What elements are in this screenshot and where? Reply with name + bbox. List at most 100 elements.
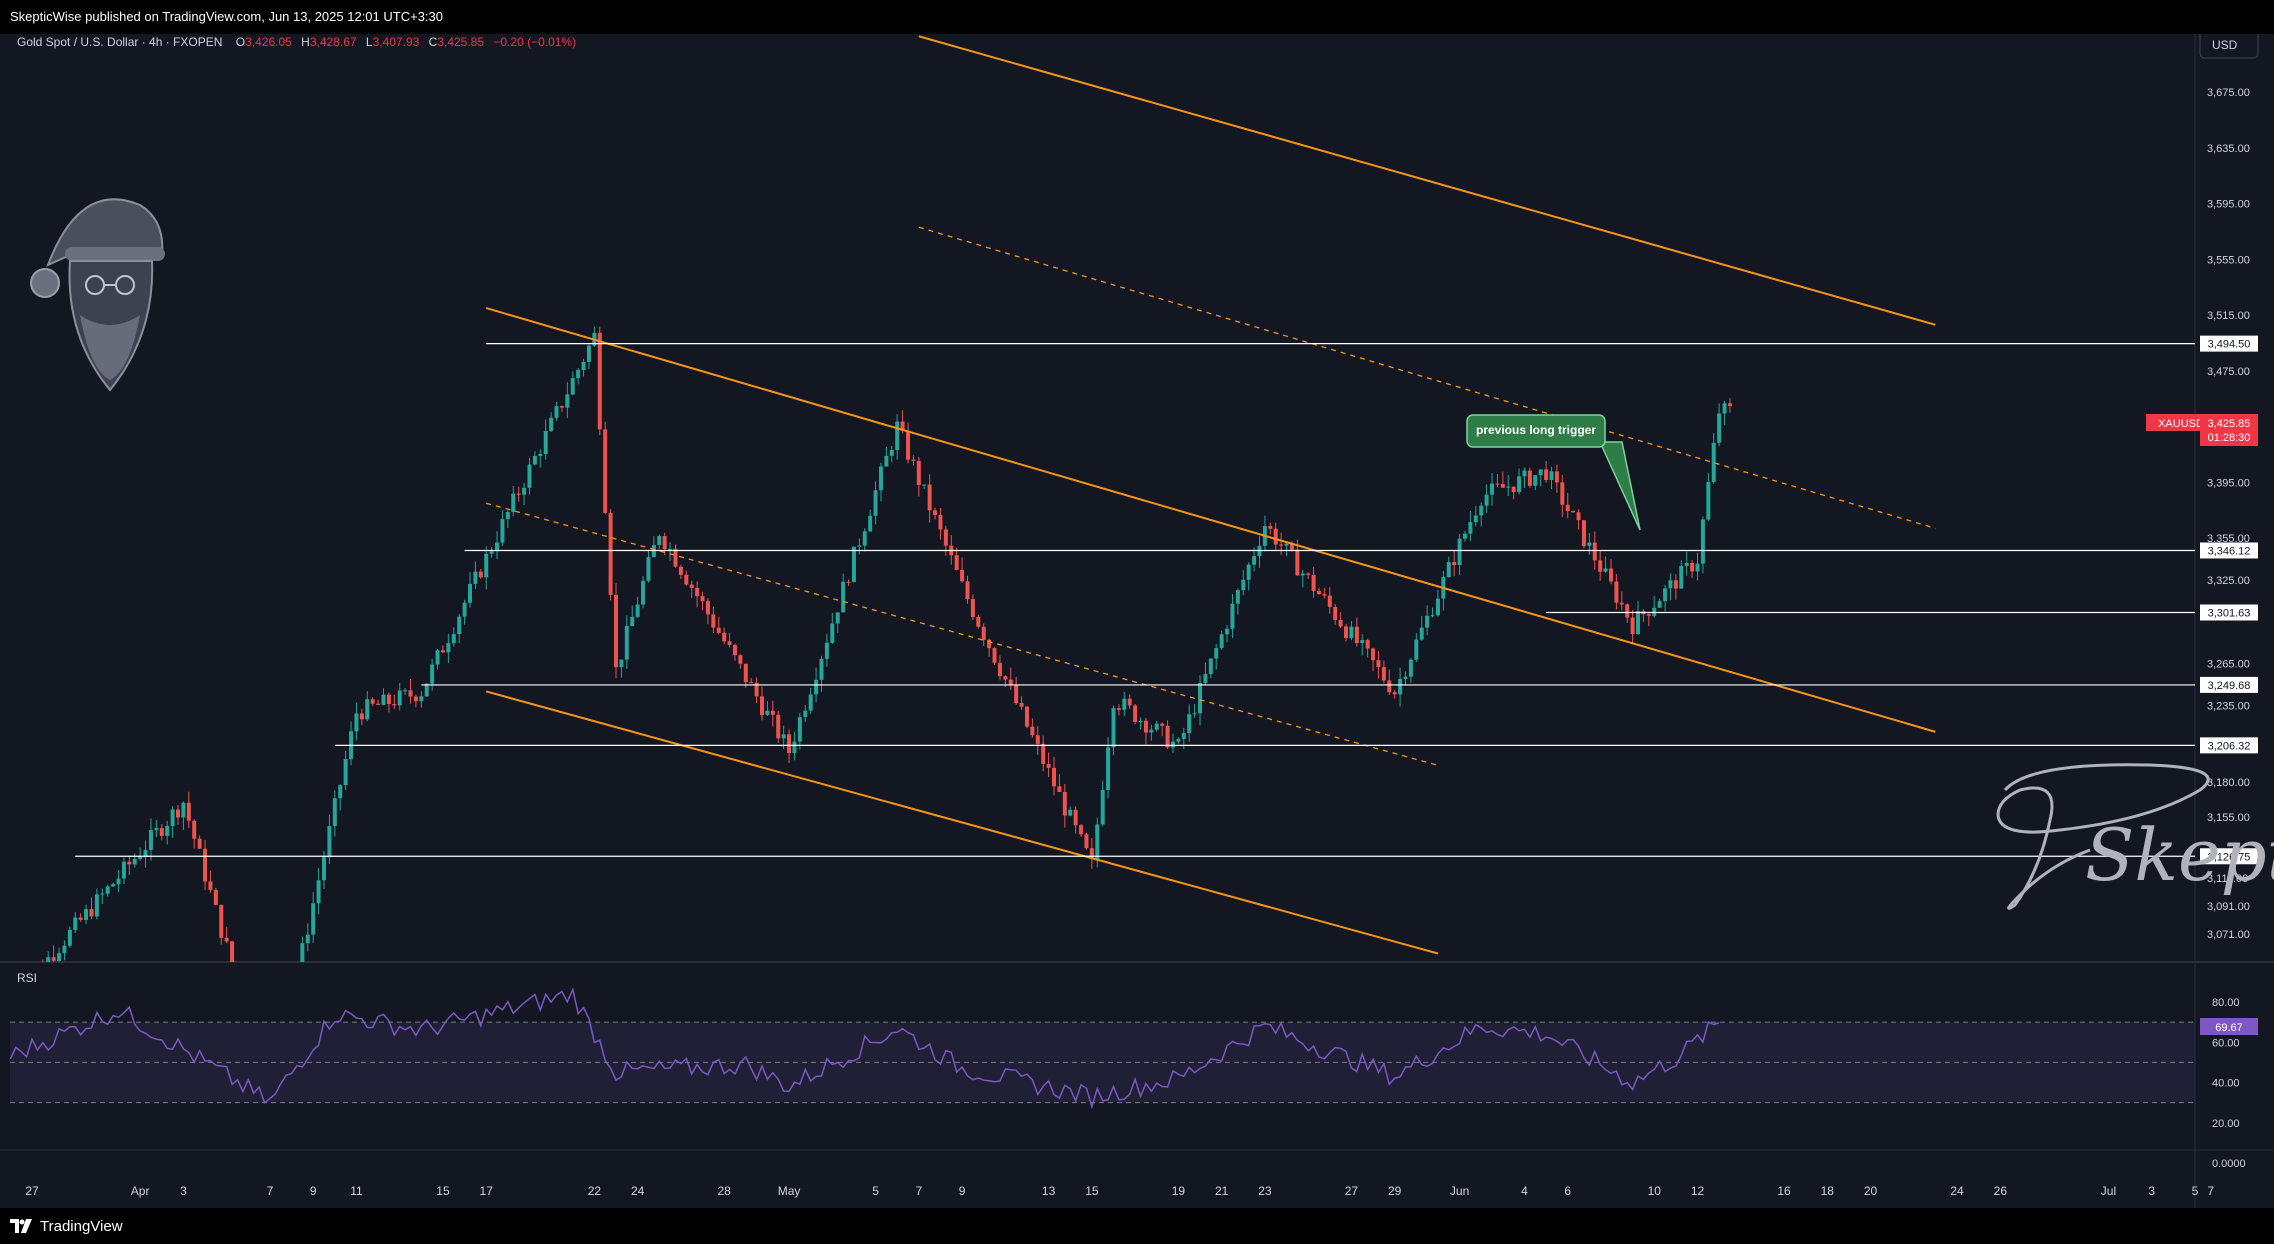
candle-body [1127,698,1132,706]
level-layer[interactable]: 3,494.50 3,346.12 3,301.63 3,249.68 3,206.32… [75,335,2258,865]
time-axis-tick: 9 [310,1184,317,1198]
candle-body [619,659,624,668]
level-tag-label: 3,346.12 [2208,545,2251,557]
candle-body [797,717,802,742]
candle-body [478,571,483,578]
candle-body [824,642,829,659]
candle [630,605,635,627]
time-axis-tick: 5 [872,1184,879,1198]
time-axis-tick: 24 [631,1184,645,1198]
avatar-logo-icon [30,198,165,392]
candle-body [1695,563,1700,572]
candle-body [1663,588,1668,602]
candle [473,561,478,590]
candle-body [608,512,613,595]
candle [457,613,462,644]
channel-line[interactable] [485,307,1936,733]
candle-body [451,633,456,644]
currency-button[interactable]: USD [2199,29,2259,59]
candle-body [981,626,986,640]
candle-body [1565,504,1570,511]
candle-body [1230,603,1235,629]
candle [376,699,381,706]
channel-line[interactable] [485,690,1439,955]
candle [1165,720,1170,749]
candle [727,632,732,648]
price-axis-tick: 3,180.00 [2207,777,2250,789]
channel-line[interactable] [918,226,1936,529]
time-axis-tick: 23 [1258,1184,1272,1198]
candle [1657,598,1662,608]
candle-body [776,714,781,739]
candle-body [527,464,532,488]
time-axis-tick: 3 [180,1184,187,1198]
time-axis-tick: 27 [1345,1184,1359,1198]
candle [1344,623,1349,642]
candle-body [1684,562,1689,566]
footer-bar: TradingView [0,1208,2274,1244]
rsi-title: RSI [17,971,37,985]
candle-body [1479,505,1484,516]
candle-body [954,555,959,570]
candle-body [327,826,332,858]
candle-body [760,696,765,715]
candle-body [1673,580,1678,589]
drawing-layer[interactable] [485,35,1936,955]
candle-body [1014,684,1019,704]
candle [305,923,310,952]
candle-body [814,679,819,695]
candle [970,594,975,621]
candle [1371,647,1376,672]
candle [1349,621,1354,641]
legend-line: Gold Spot / U.S. Dollar · 4h · FXOPEN O3… [17,35,576,49]
candle-body [1544,469,1549,481]
channel-line[interactable] [486,502,1439,766]
candle-body [1527,470,1532,486]
signature-logo: Skeptic [1996,763,2274,910]
candle-body [1473,515,1478,523]
price-axis-tick: 3,555.00 [2207,254,2250,266]
candle-body [1246,564,1251,580]
candle [1235,588,1240,615]
candles [42,326,1732,962]
time-axis-tick: 28 [717,1184,731,1198]
candle [1089,838,1094,870]
time-axis-tick: Jun [1450,1184,1469,1198]
tradingview-logo-icon[interactable] [10,1219,32,1233]
candle [1052,756,1057,796]
candle-body [765,710,770,715]
brand-text[interactable]: TradingView [40,1217,123,1235]
candle [57,947,62,962]
previous-long-trigger-callout[interactable]: previous long trigger [1466,414,1641,531]
candle [1333,603,1338,625]
candle-body [1030,726,1035,736]
candle [451,627,456,647]
time-axis-tick: 7 [267,1184,274,1198]
candle-body [554,406,559,418]
level-tag-label: 3,494.50 [2208,339,2251,351]
candle-body [316,880,321,904]
candle [516,486,521,502]
open-value: 3,426.05 [245,35,292,49]
candle [1019,696,1024,710]
candle [684,570,689,586]
time-axis-tick: 3 [2148,1184,2155,1198]
time-axis-tick: Jul [2101,1184,2116,1198]
candle [197,835,202,850]
candle-body [1289,543,1294,550]
candle [219,904,224,945]
instrument-legend[interactable]: Gold Spot / U.S. Dollar · 4h · FXOPEN O3… [17,35,576,985]
candle-body [1019,703,1024,707]
candle-body [906,430,911,460]
candle-body [770,710,775,715]
candle-body [1630,617,1635,635]
channel-line[interactable] [918,35,1936,326]
candle [981,623,986,646]
candle-body [435,650,440,665]
candle [651,536,656,558]
candle [1068,806,1073,817]
candle [1490,472,1495,506]
candle-body [186,802,191,821]
candle [689,580,694,599]
